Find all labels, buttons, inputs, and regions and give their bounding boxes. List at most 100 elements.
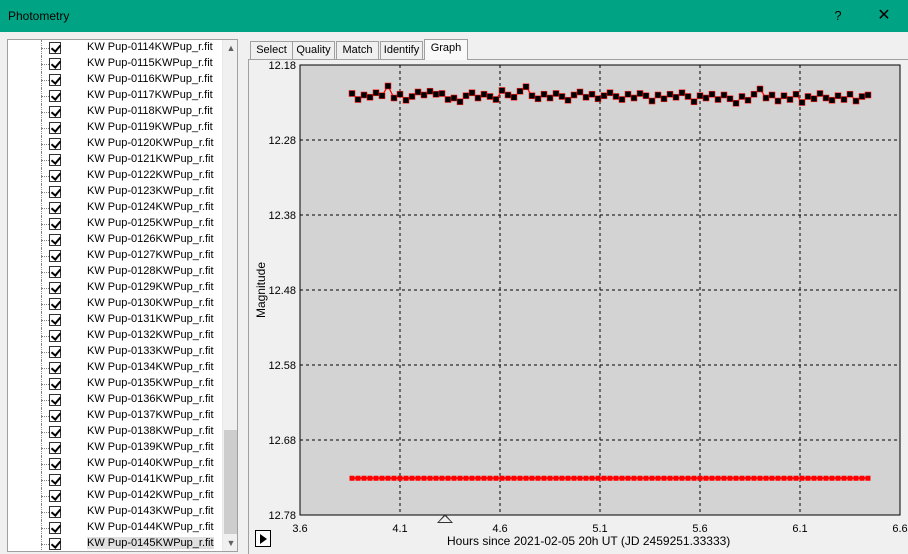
file-list-item[interactable]: KW Pup-0127KWPup_r.fit xyxy=(8,248,222,264)
file-list-item[interactable]: KW Pup-0132KWPup_r.fit xyxy=(8,328,222,344)
file-label: KW Pup-0141KWPup_r.fit xyxy=(87,473,214,485)
file-tree-scrollbar[interactable]: ▲ ▼ xyxy=(222,40,238,551)
file-checkbox[interactable] xyxy=(49,330,61,342)
file-list-item[interactable]: KW Pup-0135KWPup_r.fit xyxy=(8,376,222,392)
target-data-point xyxy=(775,98,781,104)
file-list-item[interactable]: KW Pup-0114KWPup_r.fit xyxy=(8,40,222,56)
file-list-item[interactable]: KW Pup-0128KWPup_r.fit xyxy=(8,264,222,280)
file-list-item[interactable]: KW Pup-0124KWPup_r.fit xyxy=(8,200,222,216)
tab-select[interactable]: Select xyxy=(250,41,293,59)
comparison-data-point xyxy=(512,476,517,481)
file-list-item[interactable]: KW Pup-0120KWPup_r.fit xyxy=(8,136,222,152)
file-checkbox[interactable] xyxy=(49,394,61,406)
file-list-item[interactable]: KW Pup-0134KWPup_r.fit xyxy=(8,360,222,376)
close-button[interactable]: ✕ xyxy=(861,0,907,32)
target-data-point xyxy=(697,93,703,99)
file-checkbox[interactable] xyxy=(49,506,61,518)
file-checkbox[interactable] xyxy=(49,58,61,70)
target-data-point xyxy=(733,100,739,106)
target-data-point xyxy=(655,92,661,98)
file-list-item[interactable]: KW Pup-0130KWPup_r.fit xyxy=(8,296,222,312)
file-list-item[interactable]: KW Pup-0123KWPup_r.fit xyxy=(8,184,222,200)
file-list-item[interactable]: KW Pup-0133KWPup_r.fit xyxy=(8,344,222,360)
target-data-point xyxy=(439,91,445,97)
file-list-item[interactable]: KW Pup-0125KWPup_r.fit xyxy=(8,216,222,232)
target-data-point xyxy=(727,96,733,102)
file-checkbox[interactable] xyxy=(49,138,61,150)
file-checkbox[interactable] xyxy=(49,154,61,166)
file-list-item[interactable]: KW Pup-0126KWPup_r.fit xyxy=(8,232,222,248)
file-checkbox[interactable] xyxy=(49,234,61,246)
file-checkbox[interactable] xyxy=(49,314,61,326)
comparison-data-point xyxy=(764,476,769,481)
file-list-item[interactable]: KW Pup-0121KWPup_r.fit xyxy=(8,152,222,168)
comparison-data-point xyxy=(356,476,361,481)
file-checkbox[interactable] xyxy=(49,298,61,310)
file-checkbox[interactable] xyxy=(49,106,61,118)
file-list-item[interactable]: KW Pup-0136KWPup_r.fit xyxy=(8,392,222,408)
file-list-item[interactable]: KW Pup-0115KWPup_r.fit xyxy=(8,56,222,72)
file-list-item[interactable]: KW Pup-0118KWPup_r.fit xyxy=(8,104,222,120)
file-checkbox[interactable] xyxy=(49,202,61,214)
file-checkbox[interactable] xyxy=(49,474,61,486)
file-list-item[interactable]: KW Pup-0122KWPup_r.fit xyxy=(8,168,222,184)
file-list-item[interactable]: KW Pup-0116KWPup_r.fit xyxy=(8,72,222,88)
file-checkbox[interactable] xyxy=(49,378,61,390)
file-checkbox[interactable] xyxy=(49,186,61,198)
file-checkbox[interactable] xyxy=(49,426,61,438)
tab-identify[interactable]: Identify xyxy=(380,41,423,59)
comparison-data-point xyxy=(698,476,703,481)
scroll-up-icon[interactable]: ▲ xyxy=(223,40,238,56)
comparison-data-point xyxy=(692,476,697,481)
file-list-item[interactable]: KW Pup-0141KWPup_r.fit xyxy=(8,472,222,488)
file-checkbox[interactable] xyxy=(49,250,61,262)
file-list-item[interactable]: KW Pup-0119KWPup_r.fit xyxy=(8,120,222,136)
file-list-item[interactable]: KW Pup-0142KWPup_r.fit xyxy=(8,488,222,504)
file-list-item[interactable]: KW Pup-0137KWPup_r.fit xyxy=(8,408,222,424)
file-list-item[interactable]: KW Pup-0129KWPup_r.fit xyxy=(8,280,222,296)
tree-line xyxy=(41,336,49,337)
file-tree: KW Pup-0114KWPup_r.fit KW Pup-0115KWPup_r… xyxy=(7,39,238,552)
file-checkbox[interactable] xyxy=(49,170,61,182)
file-checkbox[interactable] xyxy=(49,42,61,54)
file-list-item[interactable]: KW Pup-0139KWPup_r.fit xyxy=(8,440,222,456)
scroll-down-icon[interactable]: ▼ xyxy=(223,535,238,551)
file-checkbox[interactable] xyxy=(49,442,61,454)
file-checkbox[interactable] xyxy=(49,410,61,422)
file-checkbox[interactable] xyxy=(49,362,61,374)
file-list-item[interactable]: KW Pup-0140KWPup_r.fit xyxy=(8,456,222,472)
tab-match[interactable]: Match xyxy=(336,41,379,59)
file-checkbox[interactable] xyxy=(49,282,61,294)
file-checkbox[interactable] xyxy=(49,218,61,230)
comparison-data-point xyxy=(758,476,763,481)
comparison-data-point xyxy=(860,476,865,481)
file-list-item[interactable]: KW Pup-0138KWPup_r.fit xyxy=(8,424,222,440)
file-checkbox[interactable] xyxy=(49,346,61,358)
file-checkbox[interactable] xyxy=(49,538,61,550)
file-checkbox[interactable] xyxy=(49,90,61,102)
file-checkbox[interactable] xyxy=(49,490,61,502)
file-list-item[interactable]: KW Pup-0144KWPup_r.fit xyxy=(8,520,222,536)
target-data-point xyxy=(769,92,775,98)
time-marker-icon[interactable] xyxy=(437,514,453,523)
file-label: KW Pup-0130KWPup_r.fit xyxy=(87,297,214,309)
tab-quality[interactable]: Quality xyxy=(292,41,335,59)
tab-graph[interactable]: Graph xyxy=(424,39,468,60)
play-icon[interactable] xyxy=(255,530,271,547)
file-label: KW Pup-0138KWPup_r.fit xyxy=(87,425,214,437)
help-button[interactable]: ? xyxy=(815,0,861,32)
file-checkbox[interactable] xyxy=(49,458,61,470)
scroll-thumb[interactable] xyxy=(224,430,238,534)
file-list-item[interactable]: KW Pup-0131KWPup_r.fit xyxy=(8,312,222,328)
file-checkbox[interactable] xyxy=(49,122,61,134)
file-checkbox[interactable] xyxy=(49,74,61,86)
y-tick-label: 12.78 xyxy=(268,510,296,522)
file-label: KW Pup-0137KWPup_r.fit xyxy=(87,409,214,421)
file-checkbox[interactable] xyxy=(49,522,61,534)
file-checkbox[interactable] xyxy=(49,266,61,278)
file-tree-list: KW Pup-0114KWPup_r.fit KW Pup-0115KWPup_r… xyxy=(8,40,222,552)
file-list-item[interactable]: KW Pup-0145KWPup_r.fit xyxy=(8,536,222,552)
file-list-item[interactable]: KW Pup-0117KWPup_r.fit xyxy=(8,88,222,104)
file-list-item[interactable]: KW Pup-0143KWPup_r.fit xyxy=(8,504,222,520)
comparison-data-point xyxy=(458,476,463,481)
